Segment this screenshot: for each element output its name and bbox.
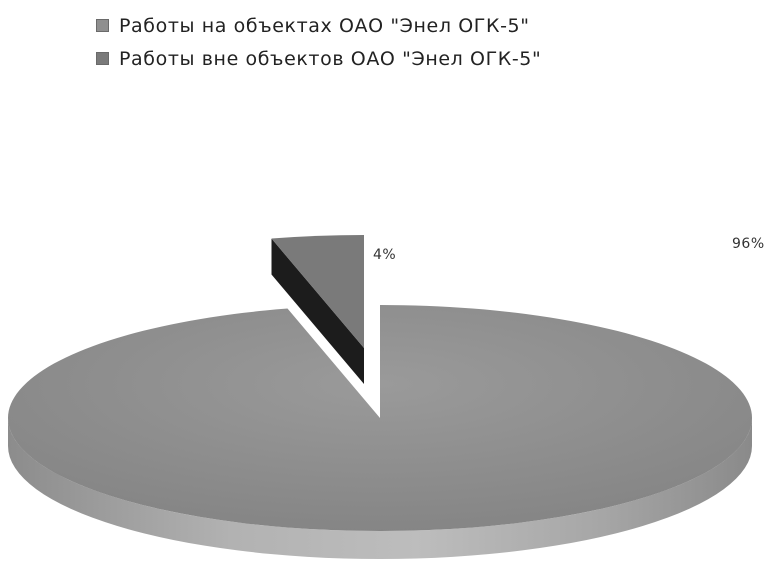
legend-swatch-off-site [96, 52, 109, 65]
slice-cut-off-site [271, 238, 364, 384]
pie-layer [8, 235, 753, 559]
legend-swatch-on-site [96, 19, 109, 32]
slice-top-on-site [8, 305, 753, 531]
slice-top-off-site [271, 235, 364, 348]
data-label-off-site: 4% [373, 247, 397, 263]
chart-legend: Работы на объектах ОАО "Энел ОГК-5" Рабо… [96, 9, 541, 75]
legend-label-on-site: Работы на объектах ОАО "Энел ОГК-5" [119, 14, 530, 37]
legend-item-on-site: Работы на объектах ОАО "Энел ОГК-5" [96, 9, 541, 42]
legend-label-off-site: Работы вне объектов ОАО "Энел ОГК-5" [119, 47, 542, 70]
data-label-on-site: 96% [732, 236, 765, 252]
slice-side-on-site [8, 418, 752, 559]
legend-item-off-site: Работы вне объектов ОАО "Энел ОГК-5" [96, 42, 541, 75]
